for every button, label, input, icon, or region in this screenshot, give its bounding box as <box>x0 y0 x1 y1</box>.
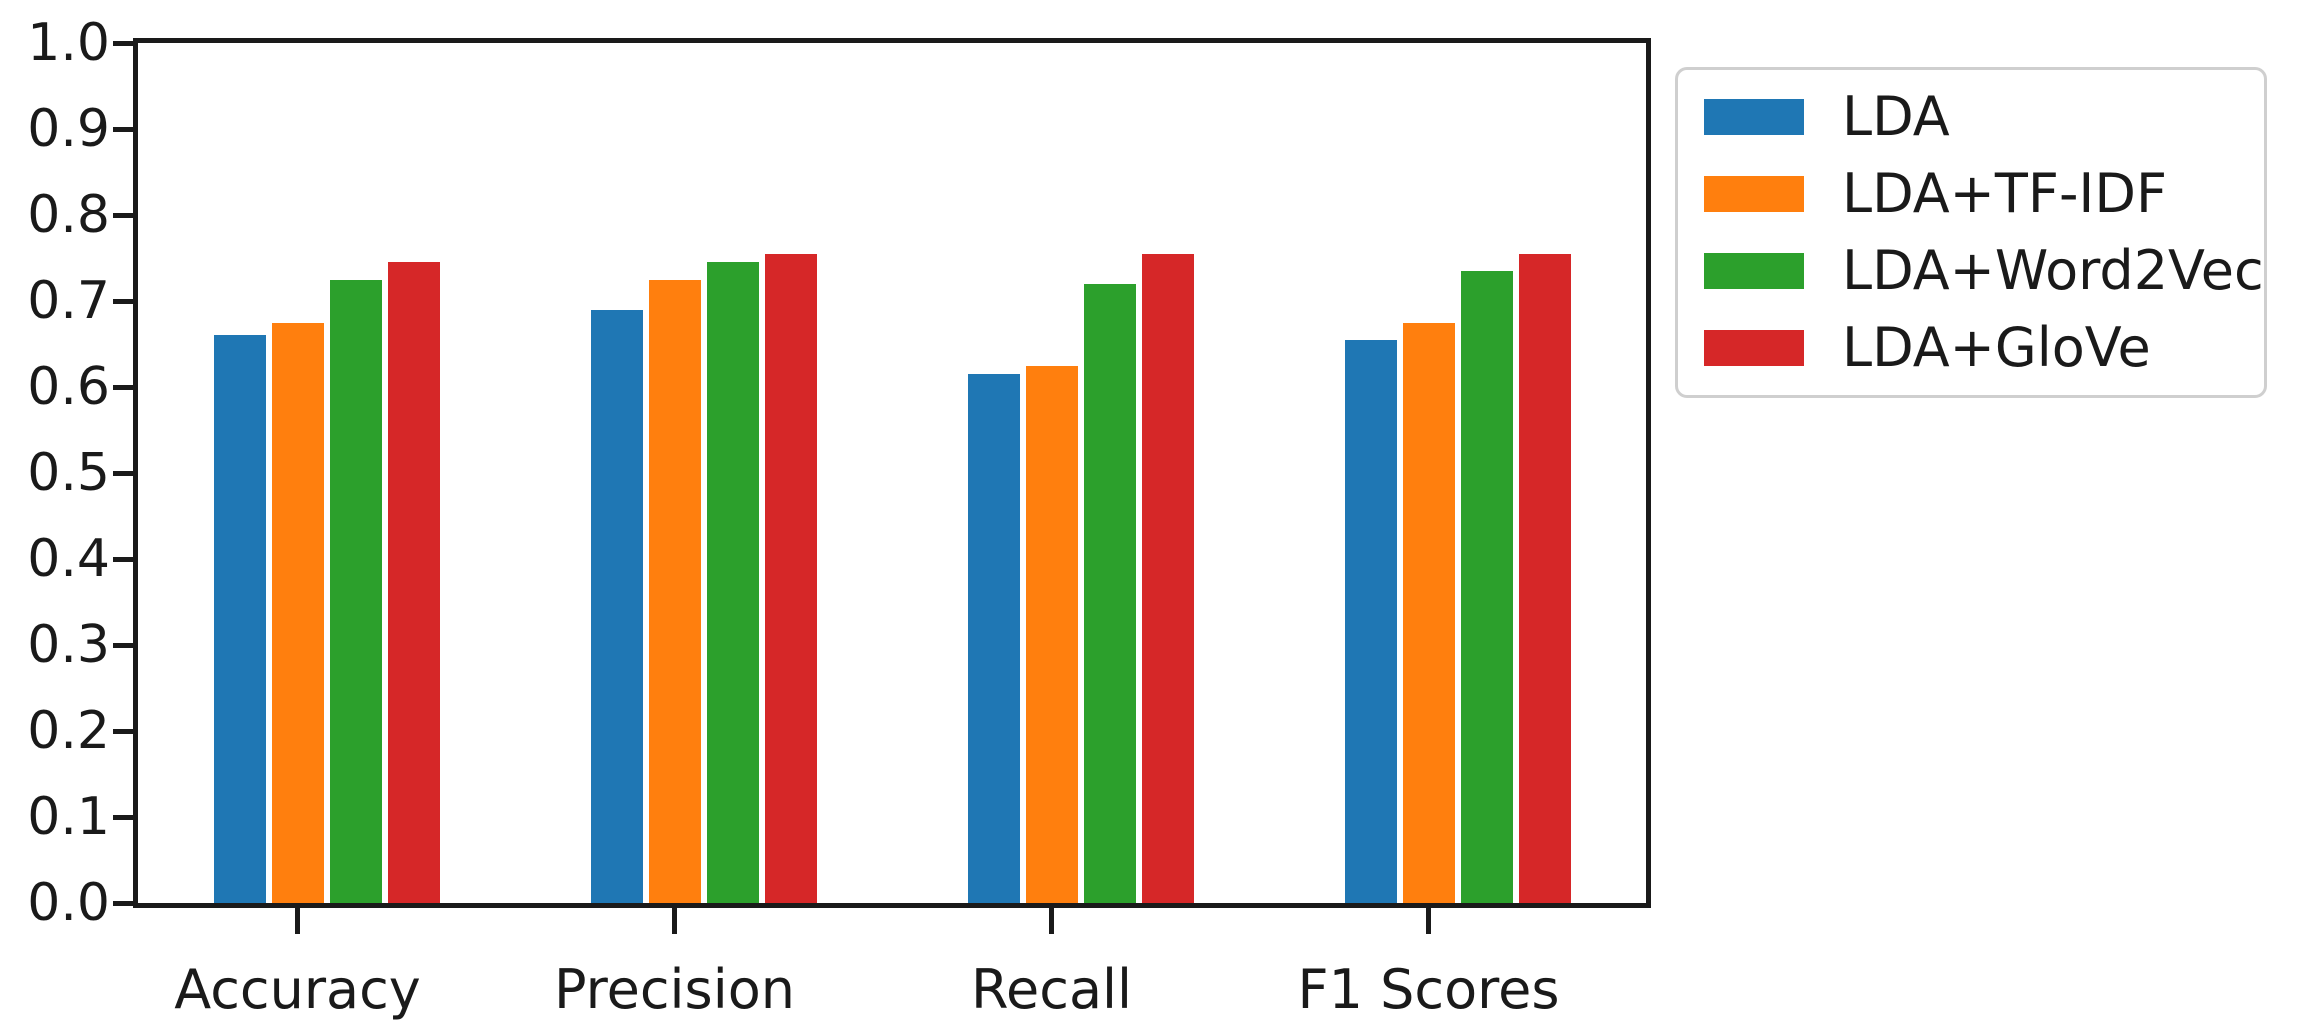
legend-swatch-lda <box>1704 99 1804 135</box>
bar-recall-lda-word2vec <box>1083 283 1136 903</box>
y-tick-label: 0.8 <box>27 185 110 245</box>
y-tick-mark <box>113 900 133 906</box>
y-tick-mark <box>113 814 133 820</box>
legend-item-lda-tf-idf: LDA+TF-IDF <box>1704 164 2264 224</box>
y-tick-label: 0.7 <box>27 271 110 331</box>
legend: LDA LDA+TF-IDF LDA+Word2Vec LDA+GloVe <box>1675 67 2267 398</box>
legend-swatch-lda-word2vec <box>1704 253 1804 289</box>
legend-label: LDA+Word2Vec <box>1842 239 2264 302</box>
bar-recall-lda-tf-idf <box>1025 365 1078 903</box>
y-tick-label: 0.1 <box>27 787 110 847</box>
x-tick-label: F1 Scores <box>1297 958 1560 1021</box>
legend-item-lda-word2vec: LDA+Word2Vec <box>1704 241 2264 301</box>
bar-precision-lda-glove <box>764 253 817 903</box>
legend-swatch-lda-tf-idf <box>1704 176 1804 212</box>
legend-item-lda: LDA <box>1704 87 2264 147</box>
bar-precision-lda <box>590 309 643 903</box>
bar-precision-lda-tf-idf <box>648 279 701 903</box>
y-tick-label: 0.2 <box>27 701 110 761</box>
y-tick-mark <box>113 298 133 304</box>
y-tick-mark <box>113 556 133 562</box>
bar-precision-lda-word2vec <box>706 262 759 903</box>
bar-accuracy-lda-glove <box>387 262 440 903</box>
bar-f1-scores-lda <box>1344 339 1397 903</box>
y-tick-label: 0.6 <box>27 357 110 417</box>
y-tick-label: 0.0 <box>27 873 110 933</box>
legend-item-lda-glove: LDA+GloVe <box>1704 318 2264 378</box>
bar-accuracy-lda <box>213 335 266 903</box>
y-tick-mark <box>113 470 133 476</box>
legend-label: LDA+GloVe <box>1842 316 2151 379</box>
bar-recall-lda <box>967 374 1020 903</box>
y-tick-label: 0.3 <box>27 615 110 675</box>
bar-f1-scores-lda-tf-idf <box>1402 322 1455 903</box>
x-tick-mark <box>672 908 677 934</box>
y-tick-label: 0.9 <box>27 99 110 159</box>
y-tick-label: 0.5 <box>27 443 110 503</box>
y-tick-mark <box>113 728 133 734</box>
x-tick-mark <box>1049 908 1054 934</box>
y-tick-mark <box>113 126 133 132</box>
y-tick-label: 0.4 <box>27 529 110 589</box>
x-tick-mark <box>1426 908 1431 934</box>
legend-swatch-lda-glove <box>1704 330 1804 366</box>
x-tick-label: Accuracy <box>174 958 421 1021</box>
y-tick-label: 1.0 <box>27 13 110 73</box>
legend-label: LDA+TF-IDF <box>1842 162 2168 225</box>
y-tick-mark <box>113 212 133 218</box>
bar-f1-scores-lda-word2vec <box>1460 270 1513 903</box>
bar-f1-scores-lda-glove <box>1518 253 1571 903</box>
x-tick-mark <box>295 908 300 934</box>
bar-recall-lda-glove <box>1141 253 1194 903</box>
bar-accuracy-lda-tf-idf <box>271 322 324 903</box>
legend-label: LDA <box>1842 85 1950 148</box>
y-tick-mark <box>113 40 133 46</box>
x-tick-label: Recall <box>970 958 1133 1021</box>
plot-area: 0.0 0.1 0.2 0.3 0.4 0.5 0.6 0.7 0.8 0.9 1.0 Accurac… <box>27 13 1651 1021</box>
y-tick-mark <box>113 384 133 390</box>
x-tick-label: Precision <box>554 958 795 1021</box>
y-tick-mark <box>113 642 133 648</box>
bar-accuracy-lda-word2vec <box>329 279 382 903</box>
